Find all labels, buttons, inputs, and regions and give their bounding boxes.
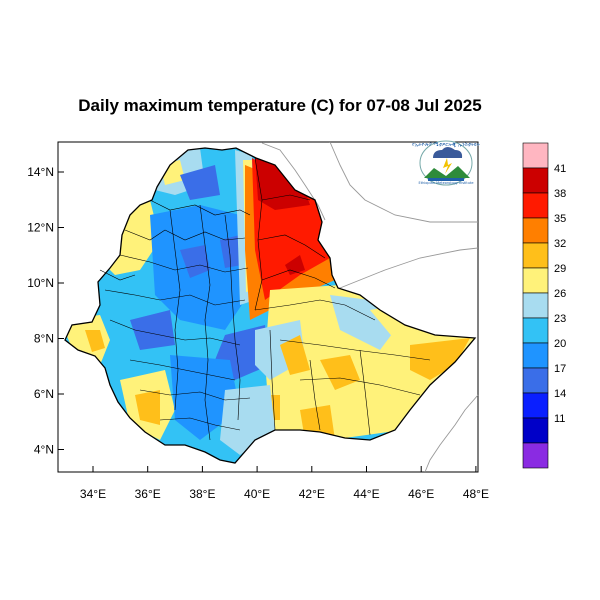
colorbar-swatch — [522, 142, 549, 169]
colorbar-swatch — [522, 267, 549, 294]
x-tick-label: 42°E — [299, 487, 325, 501]
colorbar-label: 38 — [554, 188, 566, 200]
colorbar-swatch — [522, 342, 549, 369]
colorbar-swatch — [522, 367, 549, 394]
colorbar-swatch — [522, 192, 549, 219]
y-tick-label: 4°N — [34, 443, 54, 457]
colorbar-label: 14 — [554, 388, 566, 400]
lightning-icon — [443, 158, 452, 174]
colorbar-label: 20 — [554, 338, 566, 350]
admin-boundaries — [99, 157, 431, 441]
y-tick-label: 14°N — [27, 165, 54, 179]
x-tick-label: 46°E — [408, 487, 434, 501]
y-tick-label: 12°N — [27, 221, 54, 235]
institute-logo: የኢትዮጵያ ሜቲዎሮሎጂ ኢንስቲትዩት Ethiopian Meteorol… — [412, 140, 480, 186]
colorbar-swatch — [522, 417, 549, 444]
x-tick-label: 34°E — [80, 487, 106, 501]
colorbar-label: 32 — [554, 238, 566, 250]
y-tick-label: 6°N — [34, 387, 54, 401]
x-tick-label: 36°E — [135, 487, 161, 501]
logo-text-bottom: Ethiopian Meteorology Institute — [419, 181, 474, 185]
colorbar-label: 23 — [554, 313, 566, 325]
colorbar-swatch — [522, 242, 549, 269]
y-tick-label: 8°N — [34, 332, 54, 346]
colorbar: 41 38 35 32 29 26 23 20 17 14 11 — [522, 142, 566, 469]
coastlines — [261, 141, 479, 473]
x-tick-label: 40°E — [244, 487, 270, 501]
colorbar-label: 41 — [554, 163, 566, 175]
x-tick-label: 38°E — [189, 487, 215, 501]
colorbar-swatch — [522, 317, 549, 344]
colorbar-swatch — [522, 392, 549, 419]
logo-text-top: የኢትዮጵያ ሜቲዎሮሎጂ ኢንስቲትዩት — [412, 142, 480, 148]
cloud-icon — [433, 147, 463, 158]
colorbar-swatch — [522, 167, 549, 194]
colorbar-label: 11 — [554, 413, 565, 425]
colorbar-label: 26 — [554, 288, 566, 300]
x-tick-label: 48°E — [463, 487, 489, 501]
x-tick-label: 44°E — [353, 487, 379, 501]
y-tick-label: 10°N — [27, 276, 54, 290]
colorbar-label: 17 — [554, 363, 566, 375]
colorbar-swatch — [522, 217, 549, 244]
colorbar-swatch — [522, 442, 549, 469]
y-axis: 14°N 12°N 10°N 8°N 6°N 4°N — [27, 165, 64, 457]
map-title: Daily maximum temperature (C) for 07-08 … — [78, 96, 482, 115]
colorbar-label: 35 — [554, 213, 566, 225]
colorbar-label: 29 — [554, 263, 566, 275]
x-axis: 34°E 36°E 38°E 40°E 42°E 44°E 46°E 48°E — [80, 466, 489, 501]
colorbar-swatch — [522, 292, 549, 319]
